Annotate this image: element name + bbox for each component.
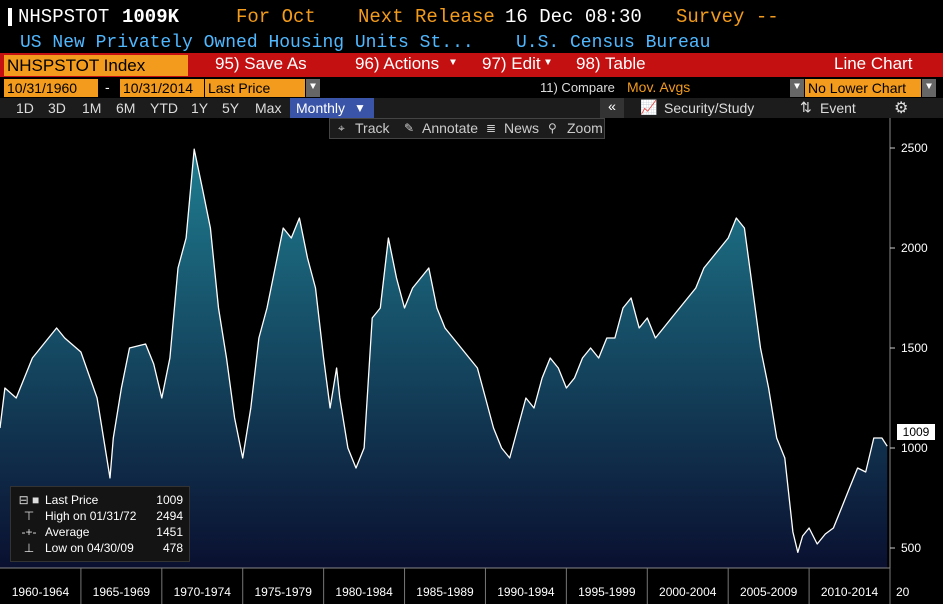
- lower-chart-field[interactable]: No Lower Chart: [805, 79, 921, 97]
- legend-average-row: -+- Average 1451: [15, 525, 185, 541]
- chart-tool-strip: ⌖ Track ✎ Annotate ≣ News ⚲ Zoom: [329, 118, 605, 139]
- chart-icon: 📈: [640, 99, 658, 115]
- y-axis-ticks: 500 1000 1500 2000 2500: [890, 141, 928, 555]
- actions-caret-icon: ▼: [450, 58, 457, 69]
- ticker-marker: [8, 8, 12, 26]
- date-separator: -: [105, 79, 110, 95]
- x-tick-label: 1960-1964: [12, 585, 70, 599]
- lower-chart-dropdown-icon[interactable]: ▼: [922, 79, 936, 97]
- x-tick-label: 1995-1999: [578, 585, 636, 599]
- x-tick-label: 20: [896, 585, 910, 599]
- x-tick-label: 1970-1974: [174, 585, 232, 599]
- table-button[interactable]: 98) Table: [576, 54, 646, 73]
- event-icon: ⇅: [800, 99, 812, 115]
- last-value: 1009K: [122, 6, 180, 28]
- x-tick-label: 1980-1984: [335, 585, 393, 599]
- y-tick-label: 500: [901, 541, 921, 555]
- zoom-icon: ⚲: [548, 121, 557, 135]
- legend-high-row: ⊤ High on 01/31/72 2494: [15, 509, 185, 525]
- compare-dropdown-icon[interactable]: ▼: [790, 79, 804, 97]
- zoom-button[interactable]: Zoom: [567, 120, 603, 136]
- frequency-label: Monthly: [296, 100, 346, 116]
- chart-legend[interactable]: ⊟ ■ Last Price 1009 ⊤ High on 01/31/72 2…: [10, 486, 190, 562]
- x-tick-label: 2005-2009: [740, 585, 798, 599]
- settings-gear-icon[interactable]: ⚙: [894, 100, 909, 117]
- save-as-button[interactable]: 95) Save As: [215, 54, 307, 73]
- survey-label: Survey --: [676, 6, 779, 28]
- high-marker-icon: ⊤: [23, 509, 35, 523]
- legend-high-label: High on 01/31/72: [45, 509, 137, 523]
- legend-low-value: 478: [162, 541, 183, 555]
- legend-low-label: Low on 04/30/09: [45, 541, 134, 555]
- period-toolbar: 1D 3D 1M 6M YTD 1Y 5Y Max Monthly ▼ « 📈 …: [0, 98, 943, 118]
- news-icon: ≣: [486, 121, 497, 135]
- average-marker-icon: -+-: [21, 525, 37, 539]
- next-release-date: 16 Dec 08:30: [505, 6, 642, 28]
- x-tick-label: 1975-1979: [254, 585, 312, 599]
- period-label: For Oct: [236, 6, 316, 28]
- chart-type-button[interactable]: Line Chart: [834, 54, 913, 73]
- date-range-row: 10/31/1960 - 10/31/2014 Last Price ▼ 11)…: [0, 77, 943, 98]
- x-tick-label: 2000-2004: [659, 585, 717, 599]
- period-ytd[interactable]: YTD: [150, 100, 178, 116]
- y-tick-label: 1500: [901, 341, 928, 355]
- legend-collapse-icon[interactable]: ⊟ ■: [18, 493, 40, 507]
- event-button[interactable]: Event: [820, 100, 856, 116]
- last-value-marker: 1009: [897, 424, 935, 440]
- frequency-dropdown[interactable]: Monthly ▼: [290, 98, 374, 118]
- period-1d[interactable]: 1D: [16, 100, 34, 116]
- y-tick-label: 2000: [901, 241, 928, 255]
- legend-low-row: ⊥ Low on 04/30/09 478: [15, 541, 185, 557]
- ticker-field[interactable]: NHSPSTOT Index: [4, 55, 188, 76]
- x-tick-label: 1985-1989: [416, 585, 474, 599]
- last-value-label: 1009: [903, 425, 930, 439]
- x-tick-label: 1990-1994: [497, 585, 555, 599]
- period-max[interactable]: Max: [255, 100, 282, 116]
- legend-last-value: 1009: [156, 493, 183, 507]
- edit-caret-icon: ▼: [545, 58, 552, 69]
- price-field[interactable]: Last Price: [205, 79, 305, 97]
- price-field-dropdown-icon[interactable]: ▼: [306, 79, 320, 97]
- annotate-button[interactable]: Annotate: [422, 120, 479, 136]
- security-header: NHSPSTOT 1009K For Oct Next Release 16 D…: [0, 0, 943, 33]
- legend-last-label: Last Price: [45, 493, 99, 507]
- y-tick-label: 2500: [901, 141, 928, 155]
- track-icon: ⌖: [338, 121, 345, 135]
- description-line: US New Privately Owned Housing Units St.…: [0, 33, 943, 53]
- menu-bar: NHSPSTOT Index 95) Save As 96) Actions ▼…: [0, 53, 943, 77]
- track-button[interactable]: Track: [355, 120, 390, 136]
- period-1m[interactable]: 1M: [82, 100, 102, 116]
- security-study-button[interactable]: Security/Study: [664, 100, 755, 116]
- legend-last-row: ⊟ ■ Last Price 1009: [15, 493, 185, 509]
- next-release-label: Next Release: [358, 6, 495, 28]
- x-tick-label: 2010-2014: [821, 585, 879, 599]
- period-1y[interactable]: 1Y: [191, 100, 209, 116]
- period-6m[interactable]: 6M: [116, 100, 136, 116]
- security-description: US New Privately Owned Housing Units St.…: [20, 33, 474, 53]
- compare-label: 11) Compare: [540, 80, 615, 95]
- news-button[interactable]: News: [504, 120, 540, 136]
- edit-button[interactable]: 97) Edit: [482, 54, 541, 73]
- compare-value[interactable]: Mov. Avgs: [627, 79, 691, 95]
- collapse-button[interactable]: «: [600, 98, 624, 118]
- data-source: U.S. Census Bureau: [516, 33, 711, 53]
- annotate-icon: ✎: [404, 121, 415, 135]
- legend-average-value: 1451: [156, 525, 183, 539]
- actions-button[interactable]: 96) Actions: [355, 54, 440, 73]
- legend-high-value: 2494: [156, 509, 183, 523]
- period-3d[interactable]: 3D: [48, 100, 66, 116]
- frequency-caret-icon: ▼: [354, 101, 366, 115]
- ticker-symbol[interactable]: NHSPSTOT: [18, 6, 110, 28]
- y-tick-label: 1000: [901, 441, 928, 455]
- period-5y[interactable]: 5Y: [222, 100, 240, 116]
- x-tick-label: 1965-1969: [93, 585, 151, 599]
- start-date-field[interactable]: 10/31/1960: [4, 79, 98, 97]
- x-axis-ticks: 1960-1964 1965-1969 1970-1974 1975-1979 1980…: [12, 568, 910, 604]
- low-marker-icon: ⊥: [23, 541, 35, 555]
- legend-average-label: Average: [45, 525, 90, 539]
- end-date-field[interactable]: 10/31/2014: [120, 79, 204, 97]
